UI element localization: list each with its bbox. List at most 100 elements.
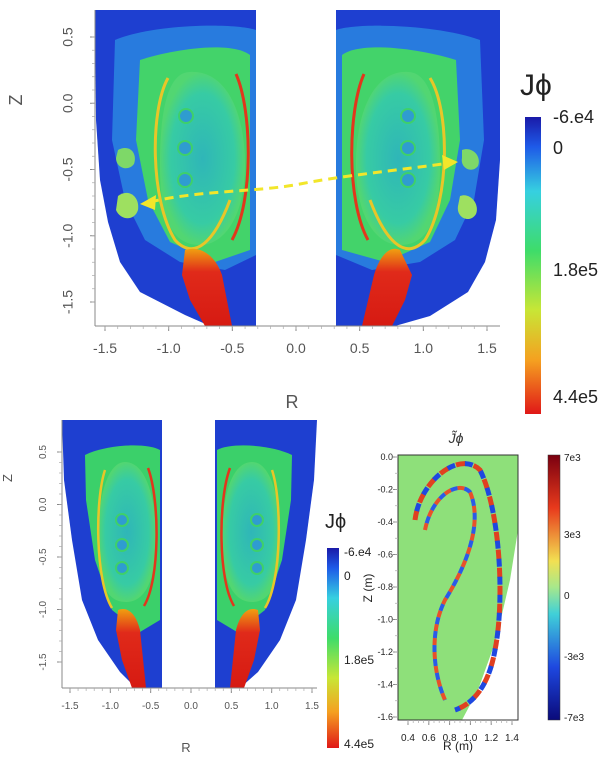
x-tick-label: 0.8: [443, 733, 457, 744]
br-colorbar-labels: 7e3 3e3 0 -3e3 -7e3: [564, 453, 584, 724]
magnetic-island: [400, 140, 416, 156]
x-tick-label: -1.5: [93, 340, 117, 356]
y-tick-label: 0.5: [38, 445, 49, 459]
perturbation-wave-outer-negative: [412, 461, 503, 713]
plasma-core: [98, 462, 156, 602]
y-tick-label: -0.2: [377, 485, 393, 495]
perturbation-wave-outer: [412, 461, 503, 713]
y-tick-label: -1.0: [377, 615, 393, 625]
colorbar-label: 0: [553, 138, 563, 158]
br-x-axis-label: R (m): [443, 739, 473, 753]
br-x-ticks: 0.4 0.6 0.8 1.0 1.2 1.4: [401, 720, 519, 744]
y-tick-label: 0.5: [60, 27, 76, 47]
x-tick-label: 1.2: [484, 733, 498, 744]
y-tick-label: -0.8: [377, 582, 393, 592]
y-tick-label: 0.0: [38, 497, 49, 511]
perturbation-wave-inner-negative: [423, 485, 477, 701]
bl-y-ticks: 0.5 0.0 -0.5 -1.0 -1.5: [38, 445, 62, 671]
separatrix-current-sheet: [153, 77, 232, 251]
magnetic-island: [115, 513, 129, 527]
x-tick-label: 0.0: [286, 340, 306, 356]
top-colorbar-labels: -6.e4 0 1.8e5 4.4e5: [553, 107, 598, 407]
edge-blob: [461, 149, 479, 170]
y-tick-label: -0.6: [377, 550, 393, 560]
top-axes: [94, 10, 500, 327]
x-tick-label: 0.6: [422, 733, 436, 744]
plasma-core: [222, 462, 280, 602]
x-tick-label: 1.0: [414, 340, 434, 356]
magnetic-island: [177, 172, 193, 188]
perturbation-wave-inner: [423, 485, 477, 701]
colorbar-label: 0: [344, 569, 351, 583]
top-y-axis-label: Z: [6, 95, 26, 106]
bottom-left-panel: -1.5 -1.0 -0.5 0.0 0.5 1.0 1.5 0.50.0-0.5-1.0-…: [0, 420, 374, 755]
colorbar-label: -6.e4: [344, 545, 372, 559]
separatrix-current-sheet-red: [230, 73, 250, 241]
bottom-right-panel: J̃ϕ 0.4 0.6 0.8 1.0 1.2 1.4 0.0 -0.2 -0.4 -0.6 -0…: [361, 430, 584, 753]
bl-y-axis-label: Z: [0, 474, 15, 482]
y-tick-label: -1.5: [38, 653, 49, 671]
magnetic-island: [400, 108, 416, 124]
colorbar-label: 1.8e5: [344, 653, 374, 667]
separatrix-current-sheet-red: [220, 467, 236, 607]
top-colorbar-title: Jϕ: [520, 69, 552, 102]
colorbar-label: 4.4e5: [553, 387, 598, 407]
colorbar-label: 7e3: [564, 453, 581, 464]
colorbar-label: 3e3: [564, 530, 581, 541]
x-tick-label: 0.5: [224, 701, 238, 712]
edge-blob: [116, 147, 135, 169]
magnetic-island: [115, 561, 129, 575]
top-x-axis-label: R: [286, 392, 299, 412]
separatrix-current-sheet: [263, 469, 281, 609]
magnetic-island: [250, 561, 264, 575]
x-tick-label: -1.0: [102, 701, 120, 712]
bl-x-axis-label: R: [181, 740, 190, 755]
x-tick-label: 1.0: [265, 701, 279, 712]
y-tick-label: -1.2: [377, 647, 393, 657]
magnetic-island: [115, 538, 129, 552]
x-tick-label: 0.4: [401, 733, 415, 744]
colorbar-label: -7e3: [564, 713, 584, 724]
top-y-ticks: 0.5 0.0 -0.5 -1.0 -1.5: [60, 27, 95, 314]
x-tick-label: -0.5: [220, 340, 244, 356]
bl-x-ticks: -1.5 -1.0 -0.5 0.0 0.5 1.0 1.5: [61, 688, 319, 712]
x-tick-label: -0.5: [142, 701, 160, 712]
br-y-axis-label: Z (m): [361, 574, 375, 603]
magnetic-island: [177, 140, 193, 156]
y-tick-label: -1.5: [60, 290, 76, 314]
colorbar-label: -6.e4: [553, 107, 594, 127]
x-tick-label: -1.0: [157, 340, 181, 356]
bl-colorbar-labels: -6.e4 0 1.8e5 4.4e5: [344, 545, 374, 751]
y-tick-label: -1.0: [38, 600, 49, 618]
colorbar-label: 1.8e5: [553, 260, 598, 280]
x-tick-label: 0.0: [184, 701, 198, 712]
x-tick-label: 1.0: [463, 733, 477, 744]
separatrix-current-sheet-red: [350, 73, 370, 241]
y-tick-label: -1.6: [377, 712, 393, 722]
y-tick-label: -0.4: [377, 517, 393, 527]
x-tick-label: -1.5: [61, 701, 79, 712]
y-tick-label: -0.5: [60, 157, 76, 181]
plasma-core: [356, 71, 440, 245]
colorbar-label: -3e3: [564, 652, 584, 663]
x-tick-label: 1.5: [477, 340, 497, 356]
divertor-leg-current: [230, 608, 260, 688]
top-left-half: [95, 10, 256, 326]
top-panel: -1.5 -1.0 -0.5 0.0 0.5 1.0 1.5 0.5 0.0 -0.5 -1.0 -…: [6, 10, 598, 414]
divertor-leg-current: [116, 608, 146, 688]
edge-blob: [116, 192, 139, 219]
bl-colorbar: [327, 548, 339, 748]
divertor-leg-current: [182, 248, 232, 326]
separatrix-current-sheet: [368, 77, 446, 251]
br-y-ticks: 0.0 -0.2 -0.4 -0.6 -0.8 -1.0 -1.2 -1.4 -1.6: [377, 452, 398, 722]
y-tick-label: 0.0: [60, 93, 76, 113]
bl-colorbar-title: Jϕ: [325, 511, 346, 533]
top-x-ticks: -1.5 -1.0 -0.5 0.0 0.5 1.0 1.5: [93, 326, 497, 356]
bl-axes: [61, 420, 317, 689]
bl-right-half: [215, 420, 317, 688]
bl-left-half: [62, 420, 162, 688]
x-tick-label: 1.4: [505, 733, 519, 744]
edge-blob: [457, 195, 477, 220]
x-tick-label: 0.5: [350, 340, 370, 356]
